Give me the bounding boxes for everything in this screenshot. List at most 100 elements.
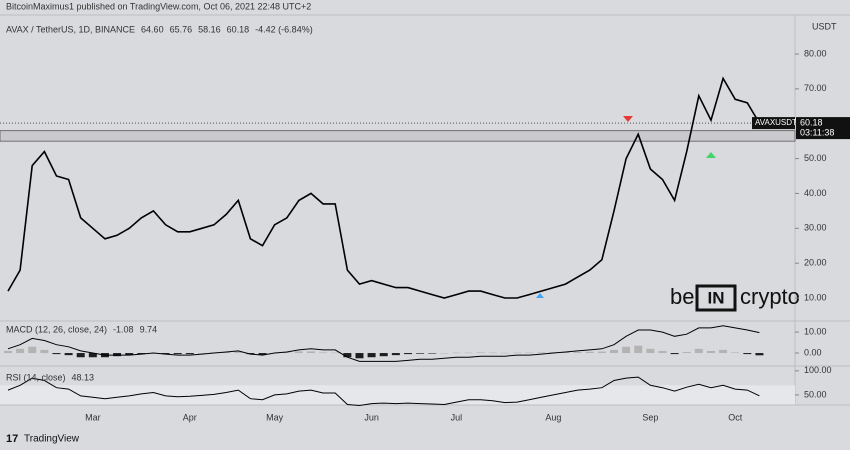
x-tick-label: Jul [451, 412, 463, 422]
histogram-bar [537, 352, 546, 354]
x-tick-label: Apr [183, 412, 197, 422]
price-label: 60.18 [800, 117, 823, 127]
histogram-bar [573, 351, 582, 354]
histogram-bar [137, 353, 146, 355]
legend-text: RSI (14, close) [6, 372, 66, 382]
histogram-bar [294, 351, 303, 354]
y-tick-label: 0.00 [804, 347, 822, 357]
histogram-bar [403, 353, 412, 355]
histogram-bar [755, 353, 764, 356]
price-line [7, 376, 760, 407]
y-tick-label: 100.00 [804, 365, 832, 375]
footer-text: TradingView [24, 434, 80, 445]
price-line [7, 76, 761, 299]
resistance-zone [0, 130, 796, 142]
histogram-bar [670, 353, 679, 355]
histogram-bar [343, 353, 352, 358]
histogram-bar [173, 353, 182, 355]
histogram-bar [488, 352, 497, 354]
histogram-bar [319, 352, 328, 354]
legend-text: 9.74 [140, 324, 158, 334]
down-arrow [623, 116, 633, 122]
histogram-bar [76, 353, 85, 358]
histogram-bar [28, 346, 37, 354]
histogram-bar [440, 353, 449, 354]
histogram-bar [476, 352, 485, 354]
x-tick-label: Aug [545, 412, 561, 422]
legend-text: 60.18 [227, 24, 250, 34]
histogram-bar [234, 351, 243, 354]
histogram-bar [307, 351, 315, 354]
histogram-bar [282, 352, 291, 354]
histogram-bar [64, 353, 73, 356]
x-tick-label: Mar [85, 412, 101, 422]
macd-line [7, 325, 760, 362]
histogram-bar [658, 350, 667, 354]
histogram-bar [706, 350, 715, 354]
y-tick-label: 10.00 [804, 326, 827, 336]
logo: 17 [6, 433, 18, 445]
histogram-bar [561, 351, 570, 354]
watermark-text: be [670, 284, 694, 309]
histogram-bar [513, 352, 522, 354]
histogram-bar [222, 351, 231, 354]
histogram-bar [416, 353, 425, 354]
y-tick-label: 30.00 [804, 223, 827, 233]
y-tick-label: 70.00 [804, 83, 827, 93]
histogram-bar [428, 353, 437, 354]
x-tick-label: May [266, 412, 284, 422]
histogram-bar [391, 353, 400, 356]
histogram-bar [731, 352, 740, 354]
histogram-bar [646, 348, 655, 354]
histogram-bar [367, 353, 376, 358]
symbol-label: AVAXUSDT [755, 118, 797, 127]
legend-text: 58.16 [198, 24, 221, 34]
histogram-bar [743, 353, 752, 355]
y-tick-label: 50.00 [804, 389, 827, 399]
histogram-bar [331, 352, 340, 354]
axis-unit: USDT [812, 21, 837, 31]
price-label-bg [796, 117, 850, 140]
histogram-bar [464, 352, 473, 354]
y-tick-label: 50.00 [804, 153, 827, 163]
histogram-bar [682, 351, 691, 354]
histogram-bar [246, 353, 255, 355]
histogram-bar [197, 353, 206, 354]
watermark-text: crypto [740, 284, 800, 309]
watermark-text: IN [708, 288, 725, 307]
histogram-bar [258, 353, 267, 355]
up-arrow [706, 152, 716, 158]
legend-text: 65.76 [170, 24, 193, 34]
legend-text: 48.13 [72, 372, 95, 382]
histogram-bar [379, 353, 388, 357]
histogram-bar [88, 353, 97, 358]
x-tick-label: Jun [364, 412, 379, 422]
histogram-bar [694, 348, 703, 354]
histogram-bar [452, 352, 461, 354]
histogram-bar [622, 346, 631, 354]
y-tick-label: 80.00 [804, 48, 827, 58]
legend-text: -1.08 [113, 324, 134, 334]
histogram-bar [185, 353, 194, 355]
y-tick-label: 40.00 [804, 188, 827, 198]
publish-header: BitcoinMaximus1 published on TradingView… [6, 1, 311, 11]
histogram-bar [719, 349, 728, 354]
y-tick-label: 20.00 [804, 258, 827, 268]
footer: 17 TradingView [6, 433, 80, 445]
legend-text: -4.42 (-6.84%) [255, 24, 313, 34]
up-arrow [536, 293, 544, 298]
y-tick-label: 10.00 [804, 292, 827, 302]
legend-text: 64.60 [141, 24, 164, 34]
histogram-bar [161, 353, 170, 355]
histogram-bar [585, 351, 594, 354]
histogram-bar [597, 351, 606, 354]
histogram-bar [525, 352, 534, 354]
histogram-bar [125, 353, 134, 356]
histogram-bar [610, 349, 618, 354]
x-tick-label: Sep [642, 412, 658, 422]
x-tick-label: Oct [728, 412, 743, 422]
legend-text: MACD (12, 26, close, 24) [6, 324, 107, 334]
histogram-bar [4, 350, 12, 354]
